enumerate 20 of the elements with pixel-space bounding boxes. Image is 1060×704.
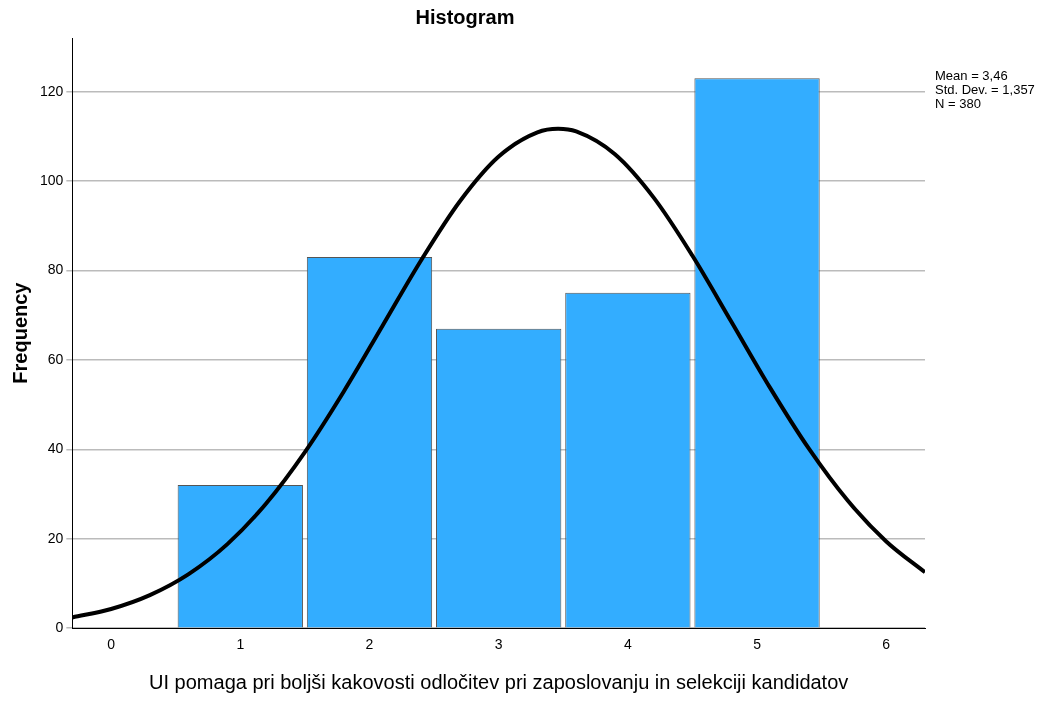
- x-axis-title: UI pomaga pri boljši kakovosti odločitev pri zaposlovanju in selekciji kandidatov: [149, 670, 849, 693]
- y-tick-label: 0: [55, 619, 64, 636]
- y-tick-label: 100: [40, 171, 64, 188]
- y-tick-label: 60: [47, 350, 64, 367]
- x-tick-label: 1: [236, 636, 245, 653]
- text: Std. Dev. = 1,357: [935, 82, 1035, 98]
- text: Mean = 3,46: [935, 68, 1008, 84]
- y-axis-title: Frequency: [8, 281, 31, 384]
- x-tick-label: 0: [107, 636, 116, 653]
- y-tick-label: 80: [47, 261, 64, 278]
- text: N = 380: [935, 96, 981, 112]
- x-tick-label: 6: [882, 636, 891, 653]
- y-tick-label: 120: [40, 82, 64, 99]
- x-tick-label: 4: [623, 636, 632, 653]
- x-tick-label: 5: [753, 636, 762, 653]
- chart-title: Histogram: [415, 5, 515, 28]
- x-tick-label: 2: [365, 636, 374, 653]
- x-tick-label: 3: [494, 636, 503, 653]
- y-tick-label: 20: [47, 529, 64, 546]
- y-tick-label: 40: [47, 440, 64, 457]
